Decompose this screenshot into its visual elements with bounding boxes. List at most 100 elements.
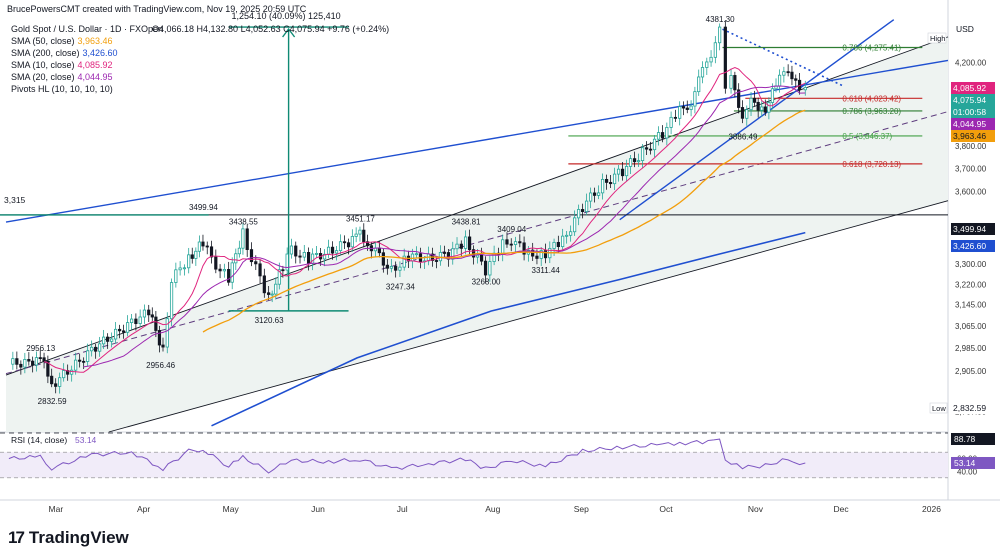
candle-up	[289, 245, 294, 255]
candle-up	[656, 132, 661, 140]
candle-down	[122, 330, 126, 333]
candle-down	[209, 246, 214, 258]
high-tag-box	[927, 32, 947, 44]
price-tick-3: 3,700.00	[955, 164, 987, 173]
candle-up	[237, 247, 241, 255]
candle-down	[46, 360, 50, 377]
candle-down	[723, 26, 727, 89]
candle-up	[86, 350, 90, 362]
indicator-row[interactable]: Pivots HL (10, 10, 10, 10)	[11, 84, 116, 94]
candle-down	[154, 316, 158, 331]
candle-down	[604, 178, 609, 183]
channel-midline	[5, 111, 949, 375]
candle-up	[561, 235, 565, 247]
indicator-name: SMA (200, close)	[11, 48, 80, 58]
level-label-3315: 3,315	[4, 195, 26, 205]
candle-down	[218, 268, 222, 272]
candle-down	[593, 192, 597, 196]
indicator-name: SMA (10, close)	[11, 60, 75, 70]
candle-down	[150, 314, 154, 318]
indicator-name: SMA (20, close)	[11, 72, 75, 82]
candle-down	[518, 241, 522, 244]
price-badge: 4,044.95	[951, 118, 995, 130]
price-badge: 3,499.94	[951, 223, 995, 235]
rsi-title: RSI (14, close)	[11, 435, 67, 445]
candle-up	[174, 269, 178, 283]
candle-up	[322, 253, 327, 260]
candle-down	[38, 357, 42, 359]
candle-up	[612, 173, 617, 185]
fib-label-2: 0.786 (3,963.20)	[842, 107, 901, 116]
pivot-label-12: 4381.30	[706, 15, 735, 24]
channel-lower-line	[108, 200, 949, 433]
candle-down	[483, 260, 488, 276]
candle-up	[326, 246, 331, 255]
candle-down	[19, 363, 23, 368]
pivot-label-13: 3886.49	[728, 132, 757, 141]
candle-down	[737, 89, 741, 108]
candle-down	[330, 246, 335, 254]
time-tick-5: Aug	[485, 504, 500, 514]
candle-up	[689, 105, 693, 110]
price-tick-6: 3,300.00	[955, 260, 987, 269]
candle-down	[54, 383, 58, 387]
candle-down	[267, 292, 271, 295]
candle-down	[786, 71, 790, 74]
candle-down	[522, 242, 526, 255]
pivot-label-1: 2832.59	[38, 397, 67, 406]
candle-down	[673, 116, 677, 119]
candle-down	[660, 132, 665, 139]
candle-up	[274, 283, 278, 295]
time-tick-10: 2026	[922, 504, 941, 514]
low-tag-box	[929, 402, 948, 414]
rsi-badge-0: 88.78	[954, 434, 976, 444]
candle-down	[381, 252, 385, 266]
indicator-row[interactable]: SMA (10, close) 4,085.92	[11, 60, 113, 70]
time-tick-1: Apr	[137, 504, 150, 514]
indicator-row[interactable]: SMA (20, close) 4,044.95	[11, 72, 113, 82]
price-tick-10: 2,985.00	[955, 344, 987, 353]
candle-up	[616, 168, 621, 175]
candle-up	[640, 147, 645, 162]
candle-up	[285, 253, 289, 271]
candle-down	[134, 318, 138, 325]
rsi-tick-40: 40.00	[957, 467, 978, 476]
ohlc-readout: O4,066.18 H4,132.80 L4,052.63 C4,075.94 …	[152, 24, 390, 34]
measure-label: 1,254.10 (40.09%) 125,410	[232, 11, 341, 21]
candle-up	[277, 269, 281, 285]
candle-down	[245, 228, 249, 250]
candle-up	[338, 241, 343, 252]
pivot-label-2: 2956.46	[146, 361, 175, 370]
candle-down	[227, 269, 231, 283]
candle-up	[126, 322, 130, 333]
price-badge: 4,085.92	[951, 82, 995, 94]
candle-down	[190, 254, 194, 259]
candle-up	[354, 233, 358, 237]
candle-up	[803, 87, 807, 91]
indicator-row[interactable]: SMA (200, close) 3,426.60	[11, 48, 118, 58]
time-tick-9: Dec	[834, 504, 850, 514]
indicator-row[interactable]: SMA (50, close) 3,963.46	[11, 36, 113, 46]
measure-arrowhead	[282, 27, 296, 38]
candle-up	[573, 217, 577, 233]
sma200-line	[211, 231, 806, 427]
candle-down	[147, 309, 151, 316]
symbol-title[interactable]: Gold Spot / U.S. Dollar · 1D · FXOpen	[11, 24, 164, 34]
candle-up	[488, 261, 492, 276]
price-unit-label: USD	[956, 24, 974, 34]
candle-down	[756, 101, 760, 111]
time-tick-8: Nov	[748, 504, 764, 514]
candle-up	[241, 228, 245, 249]
candle-up	[652, 138, 657, 151]
tradingview-logo[interactable]: 17 TradingView	[8, 528, 129, 547]
candle-up	[693, 91, 697, 107]
candle-up	[182, 267, 187, 270]
channel-fill	[6, 36, 948, 432]
candle-up	[74, 359, 78, 371]
candle-down	[733, 75, 737, 91]
pivot-label-4: 3120.63	[255, 316, 284, 325]
price-badge: 01:00:58	[951, 106, 995, 118]
candle-down	[434, 260, 439, 262]
candle-up	[767, 102, 771, 113]
